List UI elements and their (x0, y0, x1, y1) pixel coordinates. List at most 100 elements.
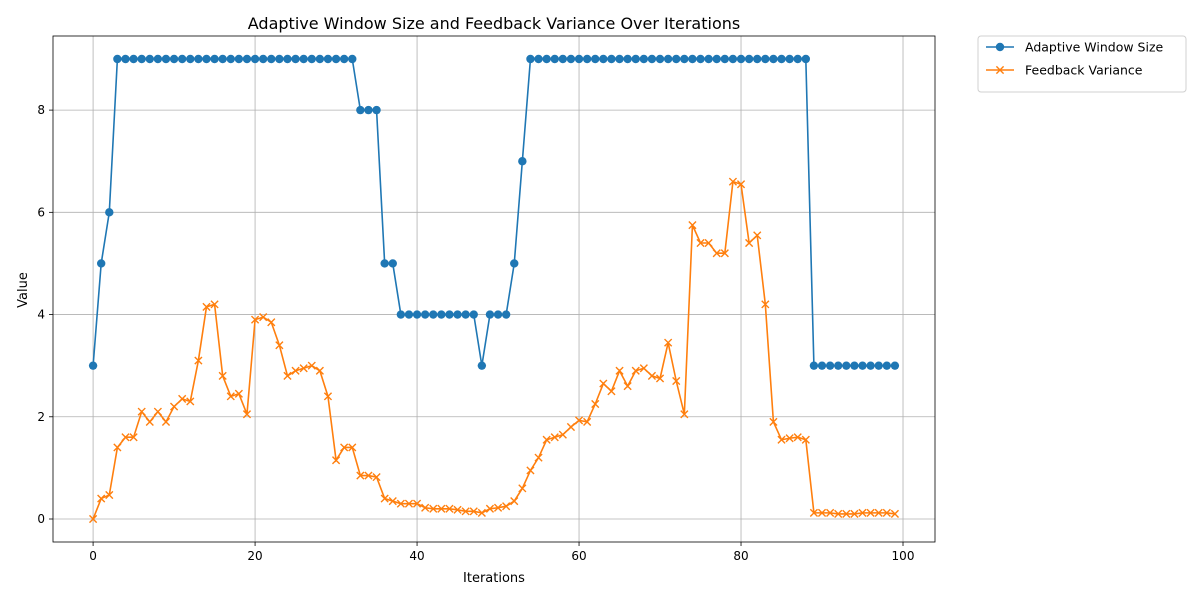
data-point (137, 54, 146, 64)
data-point (234, 389, 243, 398)
data-point (607, 54, 616, 64)
data-point (364, 471, 373, 480)
data-point (469, 507, 478, 516)
data-point (769, 417, 778, 426)
x-tick-label: 60 (571, 549, 586, 563)
data-point (356, 105, 365, 115)
data-point (331, 456, 341, 465)
data-point (712, 54, 721, 64)
data-point (121, 433, 130, 442)
data-point (834, 361, 843, 370)
data-point (736, 180, 746, 189)
data-point (258, 54, 268, 64)
data-point (356, 471, 365, 480)
data-point (753, 231, 762, 240)
data-point (534, 54, 543, 64)
data-point (429, 310, 438, 319)
data-point (331, 54, 341, 64)
data-point (283, 371, 292, 380)
x-tick-label: 100 (892, 549, 915, 563)
data-point (582, 54, 592, 64)
data-point (558, 430, 567, 439)
data-point (744, 54, 754, 64)
data-point (372, 472, 381, 482)
data-point (348, 54, 357, 64)
data-point (453, 310, 462, 319)
data-point (372, 105, 381, 115)
data-point (769, 54, 778, 64)
data-point (680, 410, 689, 419)
data-point (566, 54, 576, 64)
data-point (169, 402, 179, 411)
data-point (858, 361, 867, 370)
data-point (866, 508, 875, 517)
data-point (340, 443, 349, 452)
data-point (558, 54, 568, 64)
series-1 (88, 177, 900, 524)
data-point (834, 509, 843, 518)
data-point (647, 371, 657, 380)
data-point (445, 504, 454, 513)
data-point (242, 410, 252, 419)
data-point (777, 435, 786, 444)
data-point (882, 508, 891, 517)
data-point (461, 310, 470, 319)
data-point (728, 177, 738, 186)
data-point (631, 366, 640, 375)
data-point (404, 310, 414, 319)
data-point (704, 238, 713, 248)
data-point (736, 54, 746, 64)
data-point (566, 422, 576, 432)
data-point (267, 318, 276, 327)
data-point (461, 507, 470, 516)
data-point (348, 443, 357, 452)
y-axis-label: Value (16, 272, 31, 308)
data-point (874, 361, 883, 370)
data-point (88, 514, 98, 524)
chart-title: Adaptive Window Size and Feedback Varian… (248, 14, 740, 33)
x-axis-label: Iterations (463, 571, 525, 586)
data-point (664, 338, 673, 347)
data-point (485, 504, 495, 513)
data-point (672, 376, 681, 386)
data-point (550, 54, 559, 64)
data-point (712, 249, 721, 258)
data-point (518, 157, 527, 166)
data-point (259, 313, 268, 322)
data-point (890, 361, 900, 370)
x-tick-label: 80 (733, 549, 748, 563)
data-point (364, 105, 373, 115)
data-point (501, 310, 511, 319)
data-point (680, 54, 689, 64)
data-point (267, 54, 276, 64)
data-point (599, 54, 608, 64)
data-point (169, 54, 179, 64)
data-point (801, 54, 811, 64)
data-point (307, 361, 316, 370)
legend-box (977, 35, 1187, 93)
data-point (550, 433, 559, 442)
axis-ticks: 0 20 40 60 80 100 0 2 4 6 8 (37, 103, 914, 563)
data-point (202, 302, 211, 311)
data-point (186, 54, 195, 64)
data-point (518, 484, 527, 493)
data-point (631, 54, 640, 64)
data-point (275, 341, 284, 350)
data-point (510, 259, 519, 268)
data-point (542, 435, 551, 444)
data-point (113, 443, 122, 452)
data-point (153, 407, 162, 416)
data-point (194, 54, 203, 64)
data-point (493, 503, 503, 512)
data-point (429, 504, 438, 513)
x-tick-label: 40 (409, 549, 424, 563)
data-point (291, 366, 300, 375)
data-point (817, 508, 827, 517)
data-point (396, 499, 405, 508)
data-point (445, 310, 454, 319)
y-tick-label: 8 (37, 103, 45, 117)
data-point (720, 249, 729, 258)
data-point (761, 54, 770, 64)
y-tick-label: 4 (37, 308, 45, 322)
data-point (437, 504, 446, 513)
